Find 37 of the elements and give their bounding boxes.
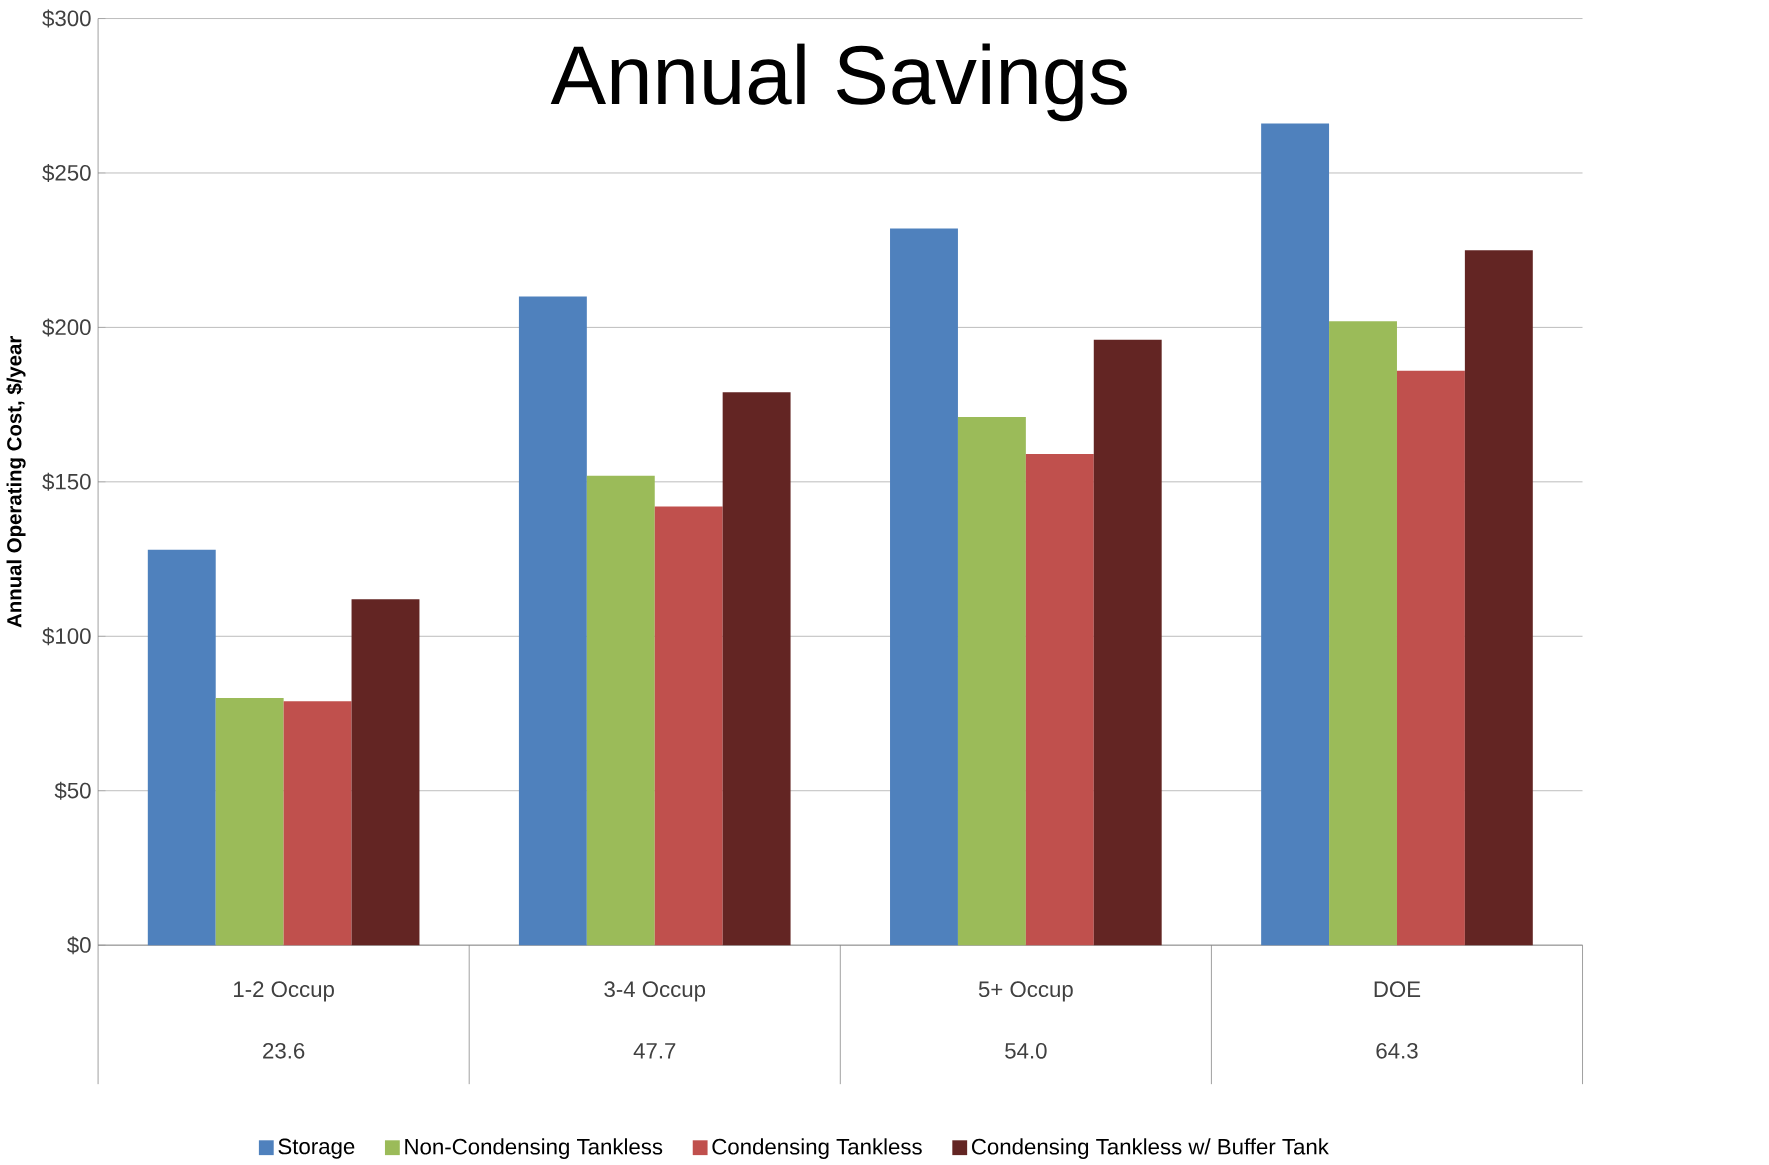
bar [957,417,1026,946]
bar [215,698,284,946]
bar [518,296,587,946]
legend-label: Condensing Tankless [712,1138,922,1160]
bar [1093,339,1162,946]
y-tick-label: $300 [42,9,91,28]
bar [1025,454,1094,946]
legend-label: Storage [278,1138,355,1159]
bar [722,392,791,946]
bar [283,701,352,946]
y-tick-label: $200 [42,318,91,337]
y-tick-label: $150 [42,473,91,492]
chart-title: Annual Savings [550,43,1127,122]
text: 23.6 [263,1043,305,1059]
x-tick-label: 3-4 Occup [604,981,706,1002]
bar [1396,370,1465,946]
x-tick-label: 1-2 Occup [234,981,334,1002]
bar [1329,321,1397,946]
text: 54.0 [1005,1043,1047,1059]
y-axis-title: Annual Operating Cost, $/year [6,336,26,628]
text: 47.7 [633,1043,676,1059]
bar [1464,250,1533,946]
bar [147,550,216,946]
x-tick-label: DOE [1374,981,1421,998]
y-tick-label: $0 [67,936,91,955]
bar [586,475,655,946]
y-tick-label: $100 [42,627,91,646]
legend-label: Non-Condensing Tankless [405,1138,663,1160]
bar [654,506,723,946]
y-tick-label: $50 [54,781,91,800]
x-tick-label: 5+ Occup [978,981,1073,1002]
text: 64.3 [1376,1043,1418,1059]
legend-label: Condensing Tankless w/ Buffer Tank [971,1138,1329,1160]
y-tick-label: $250 [42,164,91,183]
bar [1261,123,1330,946]
bar [351,599,420,946]
bar [890,228,958,946]
